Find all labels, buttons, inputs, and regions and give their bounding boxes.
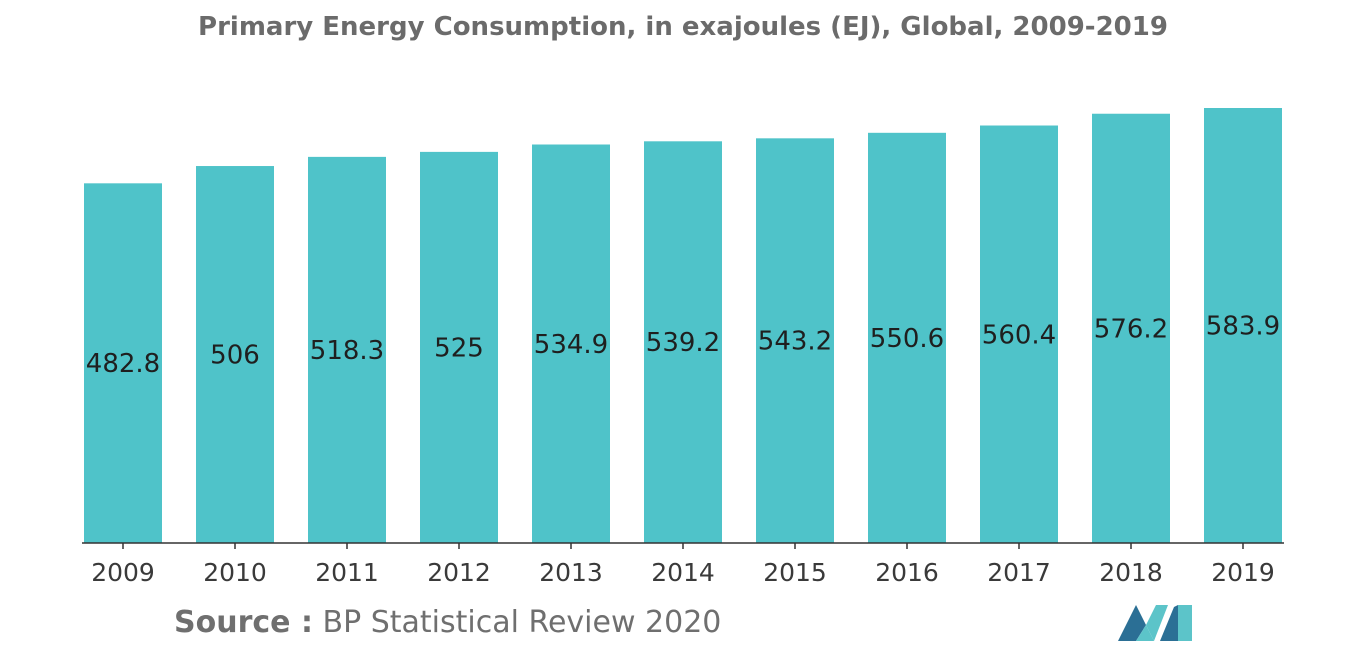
bar-value-label-2013: 534.9 (534, 330, 608, 360)
x-tick-label-2013: 2013 (539, 558, 603, 587)
x-tick-label-2012: 2012 (427, 558, 491, 587)
bar-value-label-2014: 539.2 (646, 328, 720, 358)
bar-2019 (1204, 108, 1282, 543)
x-tick-label-2014: 2014 (651, 558, 715, 587)
x-tick-label-2010: 2010 (203, 558, 267, 587)
source-label: Source : (174, 605, 313, 640)
x-tick-label-2019: 2019 (1211, 558, 1275, 587)
bar-2017 (980, 125, 1058, 544)
x-tick-label-2017: 2017 (987, 558, 1051, 587)
bar-2018 (1092, 113, 1170, 544)
bars-group: 482.8 506 518.3 525 534.9 539.2 543.2 550.6 560.… (84, 108, 1282, 544)
x-tick-label-2009: 2009 (91, 558, 155, 587)
mordor-intelligence-logo-icon (1118, 605, 1192, 641)
bar-2010 (196, 166, 274, 543)
bar-2013 (532, 144, 610, 544)
x-tick-label-2018: 2018 (1099, 558, 1163, 587)
chart-title: Primary Energy Consumption, in exajoules… (198, 12, 1168, 42)
bar-value-label-2016: 550.6 (870, 324, 944, 354)
bar-value-label-2011: 518.3 (310, 336, 384, 366)
source-note: Source : BP Statistical Review 2020 (174, 605, 721, 640)
bar-value-label-2009: 482.8 (86, 349, 160, 379)
bar-2014 (644, 141, 722, 543)
bar-value-label-2019: 583.9 (1206, 312, 1280, 342)
tick-marks-group: 2009 2010 2011 2012 2013 2014 2015 2016 2017 2018… (91, 543, 1275, 587)
bar-2009 (84, 183, 162, 543)
x-tick-label-2011: 2011 (315, 558, 379, 587)
bar-2012 (420, 151, 498, 543)
bar-value-label-2015: 543.2 (758, 327, 832, 357)
bar-value-label-2017: 560.4 (982, 320, 1056, 350)
bar-2015 (756, 138, 834, 544)
bar-2011 (308, 156, 386, 543)
source-text: BP Statistical Review 2020 (322, 605, 722, 640)
bar-value-label-2018: 576.2 (1094, 314, 1168, 344)
x-tick-label-2015: 2015 (763, 558, 827, 587)
bar-value-label-2010: 506 (210, 341, 260, 371)
bar-2016 (868, 132, 946, 544)
bar-value-label-2012: 525 (434, 333, 484, 363)
x-tick-label-2016: 2016 (875, 558, 939, 587)
